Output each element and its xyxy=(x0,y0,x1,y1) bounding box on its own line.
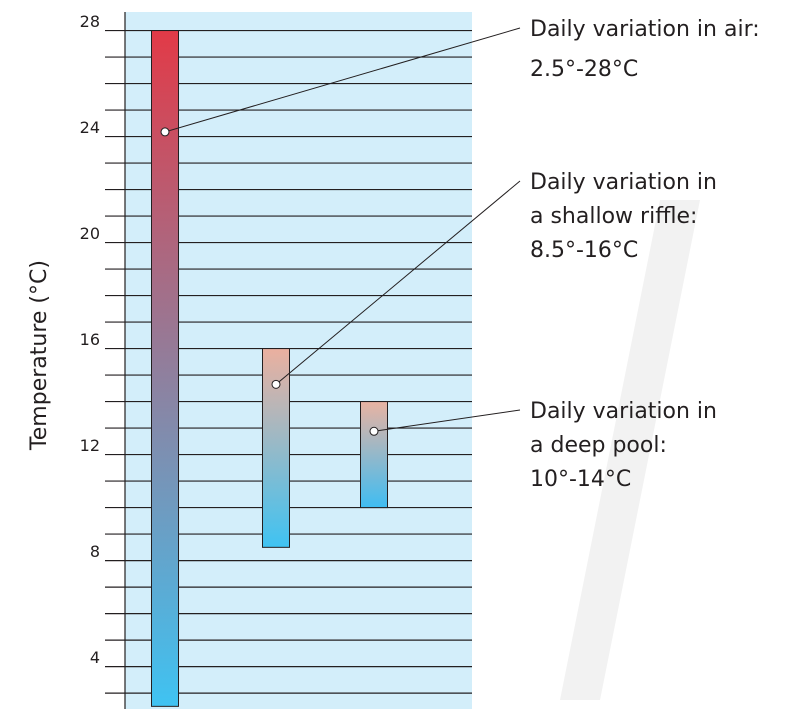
annotation: a shallow riffle: xyxy=(530,204,697,229)
y-tick-label: 20 xyxy=(80,224,100,243)
annotation: 2.5°-28°C xyxy=(530,57,638,82)
leader-dot xyxy=(160,127,170,137)
y-tick-label: 28 xyxy=(80,12,100,31)
annotation: Daily variation in xyxy=(530,170,717,195)
y-tick-label: 12 xyxy=(80,436,100,455)
range-bar xyxy=(262,348,290,548)
y-tick-label: 4 xyxy=(90,648,100,667)
annotation: Daily variation in air: xyxy=(530,17,760,42)
leader-dot xyxy=(271,379,281,389)
leader-line xyxy=(164,27,521,133)
annotation: Daily variation in xyxy=(530,399,717,424)
leader-line xyxy=(275,180,521,385)
range-bar xyxy=(151,30,179,707)
range-bar xyxy=(360,401,388,509)
y-tick-label: 24 xyxy=(80,118,100,137)
leader-dot xyxy=(369,426,379,436)
y-axis-label: Temperature (°C) xyxy=(27,260,52,451)
watermark xyxy=(560,200,700,700)
y-tick-label: 16 xyxy=(80,330,100,349)
annotation: 8.5°-16°C xyxy=(530,238,638,263)
annotation: 10°-14°C xyxy=(530,467,631,492)
y-tick-label: 8 xyxy=(90,542,100,561)
plot-background xyxy=(125,12,472,709)
annotation: a deep pool: xyxy=(530,433,667,458)
leader-line xyxy=(373,409,521,432)
